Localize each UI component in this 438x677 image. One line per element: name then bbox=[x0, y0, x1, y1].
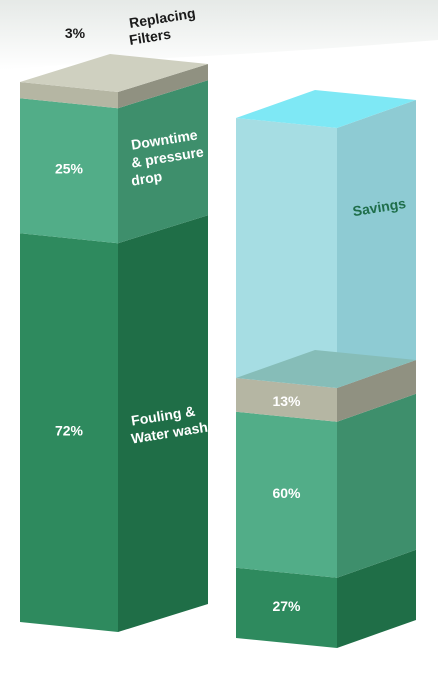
bar-1 bbox=[20, 54, 208, 632]
bar1-name-downtime-2: drop bbox=[130, 168, 163, 189]
bar2-pct-fouling: 27% bbox=[272, 598, 301, 614]
bar1-side-downtime-pressure-drop bbox=[118, 80, 208, 244]
bar1-side-fouling-water-wash bbox=[118, 215, 208, 632]
bar2-front-savings bbox=[236, 118, 337, 388]
bar1-name-filters-1: Filters bbox=[128, 26, 172, 48]
bar1-pct-fouling: 72% bbox=[55, 423, 84, 439]
bar2-side-savings bbox=[337, 100, 416, 388]
bar2-pct-downtime: 60% bbox=[272, 485, 301, 501]
bar2-side-downtime-pressure-drop bbox=[337, 393, 416, 578]
bar1-front-replacing-filters bbox=[20, 82, 118, 109]
bar2-top-face bbox=[236, 90, 416, 128]
background-haze bbox=[0, 0, 438, 70]
bar1-pct-filters: 3% bbox=[65, 25, 86, 41]
bar1-pct-downtime: 25% bbox=[55, 161, 84, 177]
bar2-front-fouling-water-wash bbox=[236, 567, 337, 648]
bar2-front-replacing-filters bbox=[236, 378, 337, 422]
bar-2 bbox=[236, 90, 416, 648]
bar2-side-replacing-filters bbox=[337, 360, 416, 422]
bar1-front-fouling-water-wash bbox=[20, 233, 118, 632]
bar1-top-face bbox=[20, 54, 208, 92]
bar2-pct-filters: 13% bbox=[272, 393, 301, 409]
bar1-front-downtime-pressure-drop bbox=[20, 98, 118, 244]
bar2-front-downtime-pressure-drop bbox=[236, 411, 337, 578]
bar2-filters-top-face bbox=[236, 350, 416, 388]
bar2-side-fouling-water-wash bbox=[337, 549, 416, 648]
bar1-side-replacing-filters bbox=[118, 64, 208, 109]
